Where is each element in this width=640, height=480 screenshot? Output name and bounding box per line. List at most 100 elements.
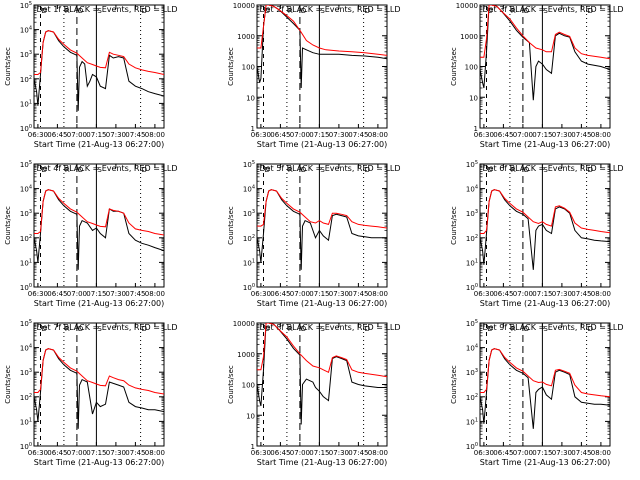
x-tick-label: 07:30 <box>329 290 349 298</box>
event-marker-label: D <box>78 7 83 15</box>
event-marker-label: D <box>524 325 529 333</box>
event-marker-label: D <box>78 325 83 333</box>
y-tick-label: 101 <box>243 258 255 267</box>
event-marker-label: D <box>42 7 47 15</box>
y-tick-label: 101 <box>466 417 478 426</box>
x-axis-label: Start Time (21-Aug-13 06:27:00) <box>34 458 165 467</box>
x-tick-label: 07:30 <box>106 131 126 139</box>
x-axis-label: Start Time (21-Aug-13 06:27:00) <box>34 299 165 308</box>
x-tick-label: 07:45 <box>571 131 591 139</box>
y-tick-label: 100 <box>20 283 32 292</box>
x-tick-label: 08:00 <box>591 131 611 139</box>
chart-panel-6: Det 6f BLACK = Events, RED = LLD Counts/s… <box>450 160 624 308</box>
x-tick-label: 07:15 <box>86 131 106 139</box>
plot-frame <box>479 322 611 447</box>
x-tick-label: 06:45 <box>47 449 67 457</box>
x-tick-label: 08:00 <box>145 449 165 457</box>
plot-frame <box>33 163 165 288</box>
x-tick-label: 07:00 <box>290 131 310 139</box>
y-tick-label: 1000 <box>237 351 255 359</box>
x-tick-label: 08:00 <box>591 290 611 298</box>
events-series-line <box>257 5 387 89</box>
y-tick-label: 100 <box>243 283 255 292</box>
x-axis-label: Start Time (21-Aug-13 06:27:00) <box>480 140 611 149</box>
y-axis-label: Counts/sec <box>4 365 12 404</box>
x-tick-label: 07:45 <box>125 449 145 457</box>
event-marker-label: R <box>65 166 70 174</box>
chart-panel-3: Det 3f BLACK = Events, RED = LLD Counts/s… <box>450 2 624 149</box>
x-tick-label: 06:30 <box>474 290 494 298</box>
x-tick-label: 07:15 <box>309 290 329 298</box>
event-marker-label: D <box>265 325 270 333</box>
x-tick-label: 06:30 <box>474 449 494 457</box>
x-tick-label: 08:00 <box>145 131 165 139</box>
x-tick-label: 07:45 <box>571 290 591 298</box>
y-tick-label: 101 <box>20 99 32 108</box>
lld-series-line <box>34 348 164 395</box>
x-tick-label: 06:45 <box>47 290 67 298</box>
event-marker-label: D <box>142 166 147 174</box>
event-marker-label: D <box>588 7 593 15</box>
y-axis-label: Counts/sec <box>450 365 458 404</box>
y-tick-label: 103 <box>20 50 32 59</box>
event-marker-label: R <box>65 325 70 333</box>
event-marker-label: D <box>488 7 493 15</box>
event-marker-label: D <box>265 166 270 174</box>
chart-title: Det 9f BLACK = Events, RED = LLD <box>482 323 623 332</box>
y-tick-label: 102 <box>20 75 32 84</box>
plot-frame <box>256 322 388 447</box>
event-marker-label: S <box>97 325 102 333</box>
x-tick-label: 08:00 <box>591 449 611 457</box>
y-tick-label: 103 <box>20 368 32 377</box>
y-tick-label: 103 <box>20 209 32 218</box>
chart-title: Det 7f BLACK = Events, RED = LLD <box>36 323 177 332</box>
x-tick-label: 06:30 <box>28 449 48 457</box>
y-tick-label: 101 <box>20 417 32 426</box>
x-axis-label: Start Time (21-Aug-13 06:27:00) <box>34 140 165 149</box>
y-tick-label: 103 <box>466 368 478 377</box>
event-marker-label: D <box>365 325 370 333</box>
lld-series-line <box>480 189 610 234</box>
y-axis-label: Counts/sec <box>227 47 235 86</box>
x-tick-label: 07:30 <box>329 131 349 139</box>
y-axis-label: Counts/sec <box>4 206 12 245</box>
y-tick-label: 1 <box>474 125 478 133</box>
x-tick-label: 07:45 <box>571 449 591 457</box>
x-tick-label: 06:30 <box>474 131 494 139</box>
y-axis-label: Counts/sec <box>227 206 235 245</box>
y-tick-label: 105 <box>466 160 478 169</box>
x-tick-label: 06:45 <box>493 449 513 457</box>
event-marker-label: D <box>301 7 306 15</box>
y-tick-label: 104 <box>243 185 255 194</box>
x-tick-label: 07:30 <box>329 449 349 457</box>
y-tick-label: 105 <box>20 160 32 169</box>
y-tick-label: 104 <box>20 26 32 35</box>
x-tick-label: 07:30 <box>106 290 126 298</box>
y-tick-label: 102 <box>243 234 255 243</box>
y-tick-label: 100 <box>466 442 478 451</box>
y-axis-label: Counts/sec <box>450 206 458 245</box>
x-tick-label: 07:15 <box>86 449 106 457</box>
event-marker-label: R <box>511 325 516 333</box>
event-marker-label: S <box>97 166 102 174</box>
event-marker-label: S <box>543 325 548 333</box>
plot-frame <box>33 322 165 447</box>
y-tick-label: 102 <box>466 234 478 243</box>
chart-panel-2: Det 2f BLACK = Events, RED = LLD Counts/s… <box>227 2 401 149</box>
event-marker-label: D <box>78 166 83 174</box>
y-tick-label: 104 <box>20 344 32 353</box>
x-axis-label: Start Time (21-Aug-13 06:27:00) <box>257 458 388 467</box>
y-tick-label: 1000 <box>460 33 478 41</box>
event-marker-label: S <box>320 325 325 333</box>
x-tick-label: 07:45 <box>125 290 145 298</box>
chart-panel-9: Det 9f BLACK = Events, RED = LLD Counts/s… <box>450 319 624 467</box>
event-marker-label: D <box>142 325 147 333</box>
y-tick-label: 105 <box>466 319 478 328</box>
y-tick-label: 102 <box>20 393 32 402</box>
plot-frame <box>479 4 611 129</box>
event-marker-label: D <box>42 166 47 174</box>
x-tick-label: 06:45 <box>270 131 290 139</box>
y-tick-label: 10 <box>469 94 478 102</box>
x-axis-label: Start Time (21-Aug-13 06:27:00) <box>480 458 611 467</box>
